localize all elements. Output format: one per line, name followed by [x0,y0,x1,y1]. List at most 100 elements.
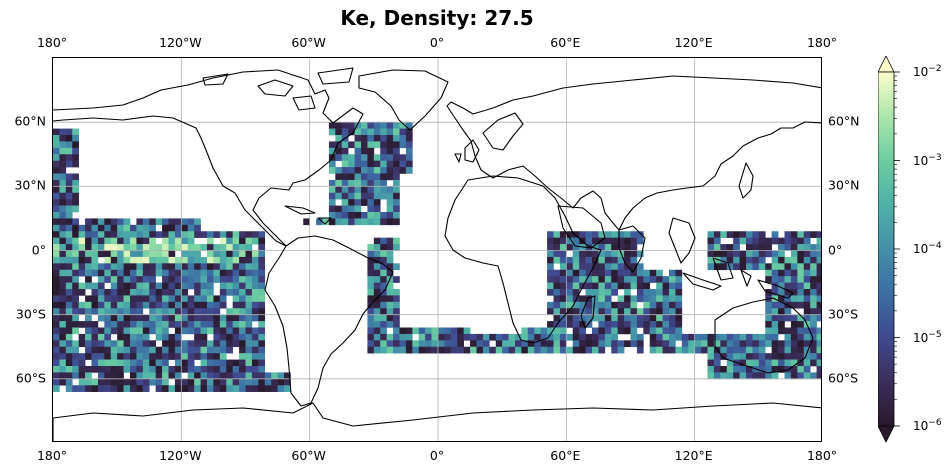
data-cell [341,160,349,168]
data-cell [245,327,253,335]
data-cell [367,340,375,348]
data-cell [232,321,240,328]
data-cell [258,353,266,360]
data-cell [110,385,118,392]
data-cell [617,314,625,322]
data-cell [187,282,195,290]
data-cell [91,218,99,226]
data-cell [187,231,195,238]
data-cell [219,250,227,258]
data-cell [380,135,387,142]
data-cell [110,359,118,367]
data-cell [803,372,811,380]
data-cell [97,244,105,251]
data-cell [65,385,73,392]
data-cell [790,231,798,238]
data-cell [649,321,657,328]
data-cell [527,333,535,341]
data-cell [733,340,740,348]
data-cell [117,289,124,296]
data-cell [78,224,86,232]
data-cell [348,128,355,136]
data-cell [380,321,387,328]
data-cell [425,340,432,348]
data-cell [187,237,195,245]
data-cell [85,372,92,380]
data-cell [361,179,368,187]
data-cell [726,346,734,354]
data-cell [187,308,195,315]
data-cell [181,218,189,226]
data-cell [72,199,79,206]
data-cell [803,308,811,315]
data-cell [784,237,792,245]
data-cell [585,289,593,296]
data-cell [367,244,375,251]
data-cell [431,340,439,348]
data-cell [592,308,599,315]
data-cell [790,256,798,264]
data-cell [130,340,137,348]
data-cell [335,122,343,129]
data-cell [59,212,67,219]
data-cell [162,353,169,360]
data-cell [598,295,606,303]
data-cell [149,295,156,303]
data-cell [271,378,278,386]
data-cell [232,385,240,392]
data-cell [810,346,817,354]
data-cell [123,327,131,335]
data-cell [239,301,246,309]
data-cell [303,218,310,226]
data-cell [348,199,355,206]
data-cell [162,314,169,322]
data-cell [239,256,246,264]
data-cell [579,276,586,283]
data-cell [187,340,195,348]
data-cell [136,327,144,335]
data-cell [226,276,233,283]
data-cell [239,353,246,360]
data-cell [367,269,375,277]
data-cell [168,321,176,328]
data-cell [707,359,715,367]
data-cell [765,359,772,367]
data-cell [232,269,240,277]
data-cell [97,327,105,335]
data-cell [482,340,490,348]
data-cell [444,346,452,354]
data-cell [187,276,195,283]
data-cell [65,231,73,238]
data-cell [476,346,484,354]
data-cell [559,289,567,296]
data-cell [393,160,400,168]
data-cell [213,231,221,238]
data-cell [207,359,214,367]
data-cell [784,346,792,354]
data-cell [348,173,355,181]
data-cell [592,301,599,309]
data-cell [213,366,221,373]
data-cell [495,340,503,348]
data-cell [643,327,651,335]
data-cell [136,308,144,315]
data-cell [778,366,785,373]
data-cell [162,269,169,277]
data-cell [624,289,631,296]
data-cell [643,269,651,277]
data-cell [393,154,400,161]
data-cell [778,308,785,315]
data-cell [59,205,67,213]
data-cell [508,333,516,341]
data-cell [707,237,715,245]
data-cell [373,321,381,328]
data-cell [97,289,105,296]
data-cell [251,231,259,238]
data-cell [251,269,259,277]
data-cell [168,263,176,271]
data-cell [752,372,760,380]
data-cell [790,237,798,245]
data-cell [598,244,606,251]
data-cell [123,333,131,341]
data-cell [361,154,368,161]
